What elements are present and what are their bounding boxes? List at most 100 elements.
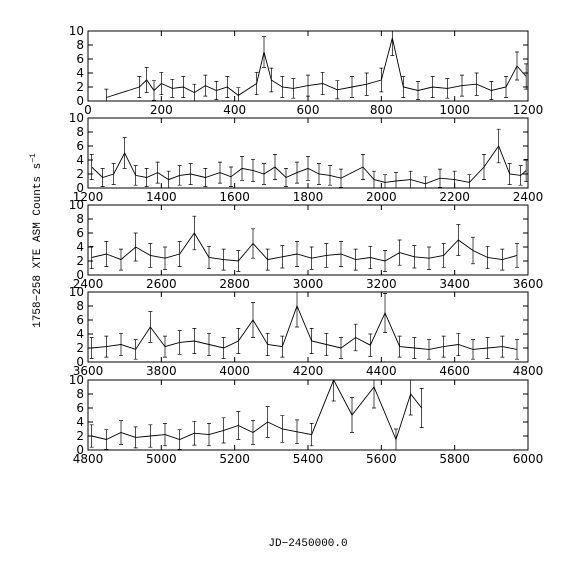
y-tick-label: 8: [76, 38, 84, 52]
error-bar: [229, 166, 233, 187]
error-bar: [192, 83, 197, 101]
error-bar: [441, 243, 446, 268]
error-bar: [192, 215, 197, 251]
error-bar: [295, 241, 299, 267]
error-bar: [236, 328, 241, 354]
y-tick-label: 8: [76, 212, 84, 226]
error-bar: [251, 302, 255, 338]
error-bar: [192, 328, 197, 354]
error-bar: [438, 168, 442, 188]
error-bar: [280, 415, 285, 443]
error-bar: [218, 161, 222, 184]
panel: [89, 215, 519, 272]
y-tick-label: 6: [76, 401, 84, 415]
error-bar: [133, 165, 138, 186]
error-bar: [427, 339, 431, 360]
x-tick-label: 5400: [293, 452, 324, 466]
y-tick-label: 8: [76, 125, 84, 139]
y-label-exponent: −1: [29, 153, 38, 163]
error-bar: [291, 78, 296, 99]
error-bar: [104, 241, 109, 267]
error-bar: [383, 250, 387, 272]
data-line: [91, 232, 518, 262]
error-bar: [177, 165, 182, 186]
error-bar: [331, 380, 336, 402]
error-bar: [221, 417, 226, 444]
error-bar: [372, 170, 376, 188]
error-bar: [394, 172, 398, 188]
x-tick-label: 2200: [439, 190, 470, 204]
y-tick-label: 10: [69, 373, 84, 387]
error-bar: [152, 80, 156, 101]
error-bar: [181, 76, 186, 98]
error-bar: [485, 337, 490, 359]
error-bar: [441, 335, 446, 358]
error-bar: [504, 76, 508, 98]
error-bar: [144, 67, 149, 93]
panel: [104, 31, 528, 101]
error-bar: [89, 154, 94, 180]
error-bar: [394, 428, 398, 450]
error-bar: [518, 165, 523, 186]
y-tick-label: 2: [76, 254, 84, 268]
error-bar: [390, 31, 395, 56]
error-bar: [309, 328, 314, 354]
error-bar: [159, 71, 164, 96]
data-line: [91, 380, 423, 441]
error-bar: [353, 248, 358, 271]
y-tick-label: 6: [76, 226, 84, 240]
error-bar: [177, 241, 182, 267]
x-tick-label: 1600: [219, 190, 250, 204]
x-tick-label: 3000: [293, 277, 324, 291]
error-bar: [408, 170, 413, 188]
error-bar: [273, 154, 277, 180]
error-bar: [372, 380, 376, 409]
error-bar: [368, 245, 373, 270]
error-bar: [166, 170, 171, 188]
x-tick-label: 1400: [146, 190, 177, 204]
x-tick-label: 5000: [146, 452, 177, 466]
error-bar: [104, 88, 109, 101]
error-bar: [368, 333, 373, 357]
error-bar: [460, 74, 464, 97]
error-bar: [236, 250, 241, 272]
error-bar: [416, 81, 420, 100]
x-tick-label: 0: [84, 103, 92, 117]
error-bar: [471, 236, 475, 265]
error-bar: [339, 168, 343, 188]
x-tick-label: 6000: [513, 452, 544, 466]
error-bar: [100, 168, 105, 187]
error-bar: [177, 429, 182, 450]
error-bar: [456, 224, 461, 256]
x-tick-label: 2000: [366, 190, 397, 204]
panel: [89, 292, 519, 360]
error-bar: [133, 232, 138, 262]
error-bar: [177, 330, 182, 355]
error-bar: [155, 161, 160, 184]
error-bar: [254, 71, 259, 96]
x-tick-label: 4400: [366, 364, 397, 378]
y-tick-label: 0: [76, 268, 84, 282]
error-bar: [240, 156, 244, 181]
error-bar: [148, 243, 153, 268]
x-tick-label: 1800: [293, 190, 324, 204]
error-bar: [500, 248, 505, 271]
x-tick-label: 3400: [439, 277, 470, 291]
error-bar: [306, 156, 310, 181]
x-tick-label: 4800: [73, 452, 104, 466]
error-bar: [350, 76, 354, 98]
x-tick-label: 4200: [293, 364, 324, 378]
y-tick-label: 0: [76, 355, 84, 369]
error-bar: [295, 292, 299, 328]
error-bar: [485, 245, 490, 270]
y-tick-label: 4: [76, 66, 84, 80]
error-bar: [188, 163, 193, 185]
y-tick-label: 2: [76, 167, 84, 181]
error-bar: [104, 335, 109, 358]
x-tick-label: 3800: [146, 364, 177, 378]
y-tick-label: 4: [76, 327, 84, 341]
y-tick-label: 8: [76, 299, 84, 313]
error-bar: [423, 176, 428, 188]
error-bar: [221, 248, 226, 271]
error-bar: [280, 76, 285, 98]
